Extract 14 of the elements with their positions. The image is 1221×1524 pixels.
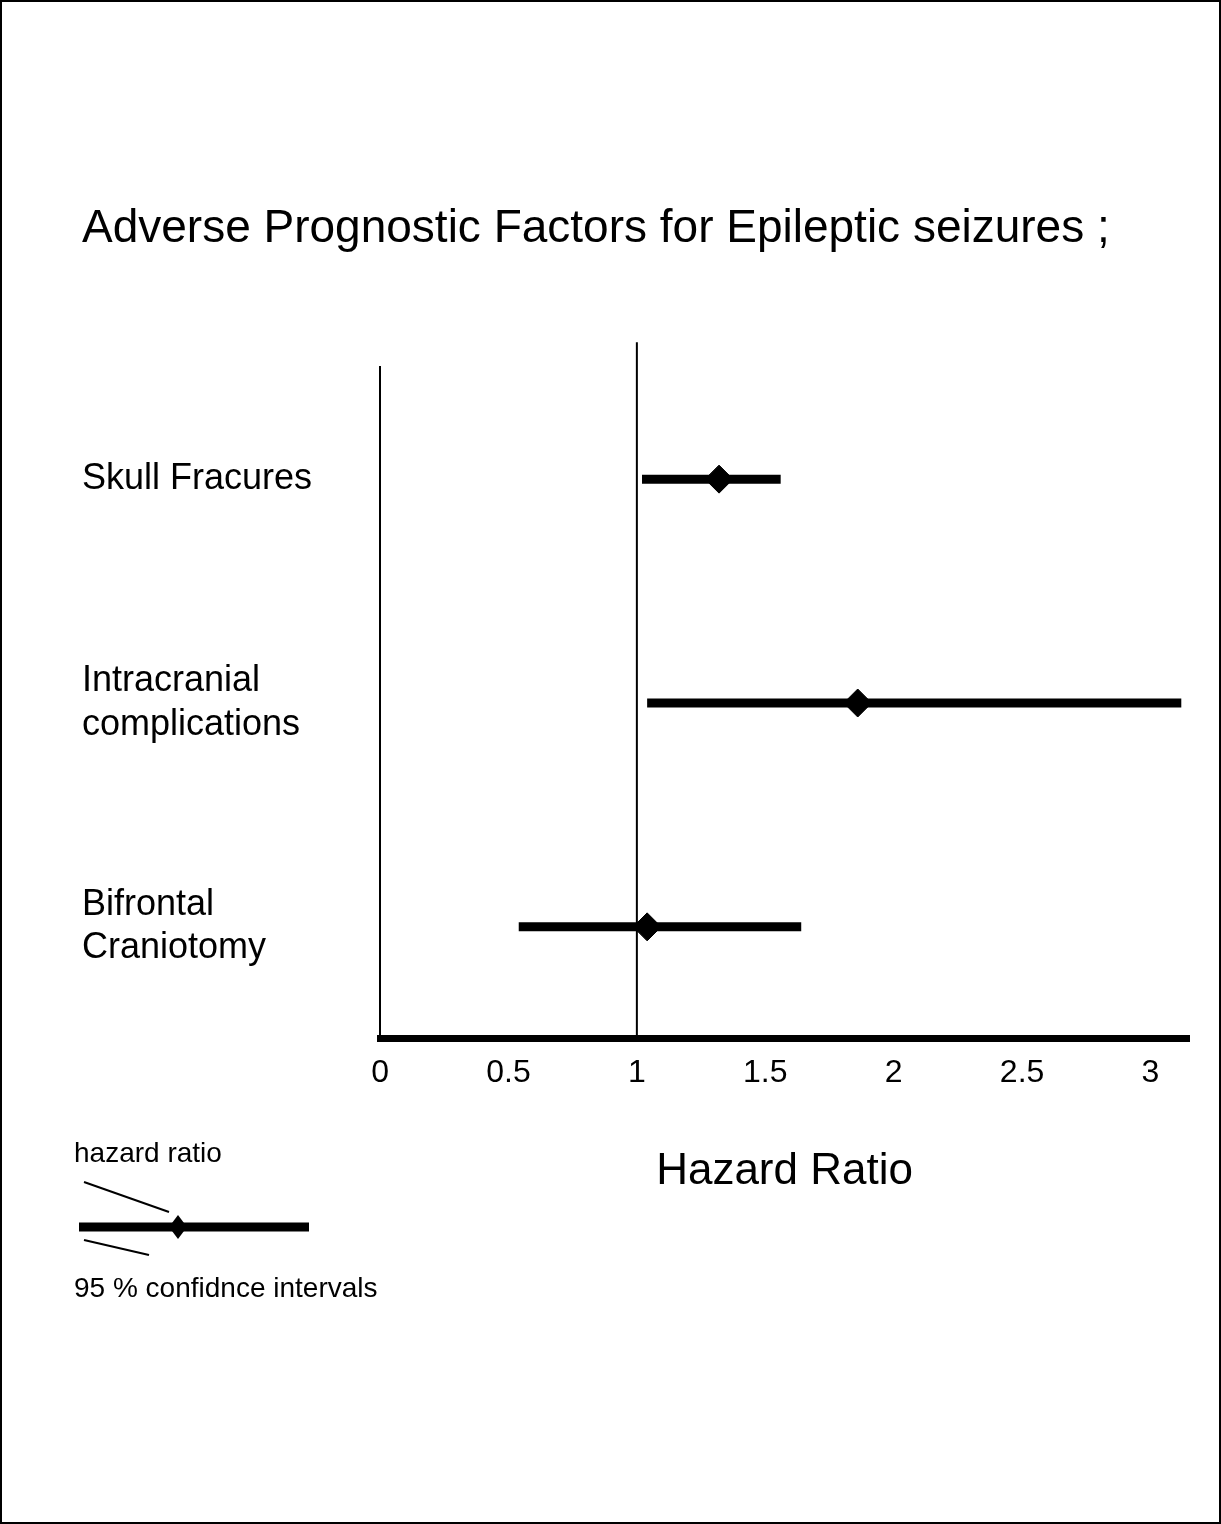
chart-title: Adverse Prognostic Factors for Epileptic seizures ; [82,200,1110,253]
y-tick-label: Skull Fracures [82,456,313,498]
x-tick-label: 0.5 [486,1052,531,1089]
y-tick-label: Intracranial complications [82,658,301,743]
text: hazard ratio [74,1137,222,1169]
x-tick-label: 2 [884,1052,903,1089]
x-tick-label: 1.5 [743,1052,788,1089]
x-axis-title: Hazard Ratio [656,1143,913,1193]
y-tick-label: Bifrontal Craniotomy [82,882,267,967]
x-tick-label: 0 [371,1052,389,1089]
x-tick-label: 2.5 [999,1052,1045,1089]
x-tick-label: 1 [627,1052,646,1089]
text: 95 % confidnce intervals [74,1272,378,1304]
x-tick-label: 3 [1141,1052,1160,1089]
